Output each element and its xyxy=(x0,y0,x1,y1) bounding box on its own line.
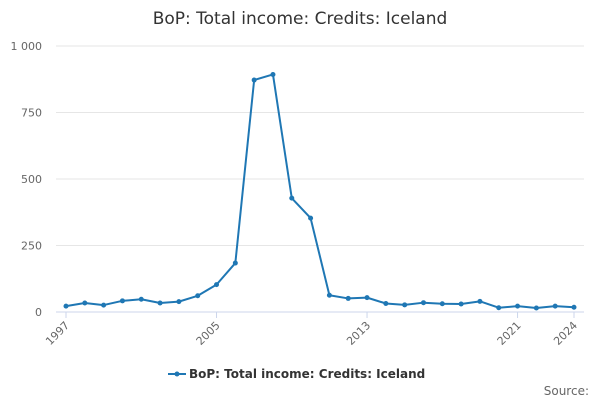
legend-marker xyxy=(174,371,180,377)
data-point[interactable] xyxy=(515,303,521,309)
data-point[interactable] xyxy=(439,301,445,307)
chart-title: BoP: Total income: Credits: Iceland xyxy=(153,9,448,29)
data-point[interactable] xyxy=(101,302,107,308)
x-tick-label: 2024 xyxy=(551,319,580,348)
y-tick-label: 500 xyxy=(21,173,42,186)
gridlines xyxy=(56,45,584,246)
data-point[interactable] xyxy=(214,282,220,288)
source-label: Source: xyxy=(544,384,589,398)
data-point[interactable] xyxy=(63,303,69,309)
data-point[interactable] xyxy=(420,300,426,306)
data-point[interactable] xyxy=(195,293,201,299)
series-line xyxy=(65,73,575,310)
data-point[interactable] xyxy=(345,295,351,301)
data-point[interactable] xyxy=(176,299,182,305)
data-point[interactable] xyxy=(477,298,483,304)
y-tick-label: 250 xyxy=(21,240,42,253)
data-point[interactable] xyxy=(82,300,88,306)
y-axis: 0 250 500 750 1 000 xyxy=(11,40,43,319)
data-point[interactable] xyxy=(232,260,238,266)
legend-label: BoP: Total income: Credits: Iceland xyxy=(189,367,425,381)
data-point[interactable] xyxy=(308,215,314,221)
data-point[interactable] xyxy=(571,304,577,310)
data-point[interactable] xyxy=(458,301,464,307)
y-tick-label: 750 xyxy=(21,107,42,120)
data-point[interactable] xyxy=(251,77,257,83)
plot-area: 0 250 500 750 1 000 1997 2005 2013 2021 2024 xyxy=(11,40,584,348)
data-point[interactable] xyxy=(496,305,502,311)
data-point[interactable] xyxy=(383,300,389,306)
x-tick-label: 2021 xyxy=(495,319,524,348)
data-point[interactable] xyxy=(364,295,370,301)
x-tick-label: 2013 xyxy=(344,319,373,348)
data-point[interactable] xyxy=(289,195,295,201)
data-point[interactable] xyxy=(138,296,144,302)
x-tick-label: 1997 xyxy=(43,319,72,348)
data-point[interactable] xyxy=(157,300,163,306)
y-tick-label: 0 xyxy=(35,306,42,319)
series-layer xyxy=(63,71,577,311)
data-point[interactable] xyxy=(552,303,558,309)
x-tick-label: 2005 xyxy=(194,319,223,348)
data-point[interactable] xyxy=(326,292,332,298)
y-tick-label: 1 000 xyxy=(11,40,43,53)
x-axis: 1997 2005 2013 2021 2024 xyxy=(43,311,584,348)
data-point[interactable] xyxy=(402,302,408,308)
data-point[interactable] xyxy=(533,305,539,311)
data-point[interactable] xyxy=(270,71,276,77)
legend[interactable]: BoP: Total income: Credits: Iceland xyxy=(168,367,425,381)
data-point[interactable] xyxy=(119,298,125,304)
